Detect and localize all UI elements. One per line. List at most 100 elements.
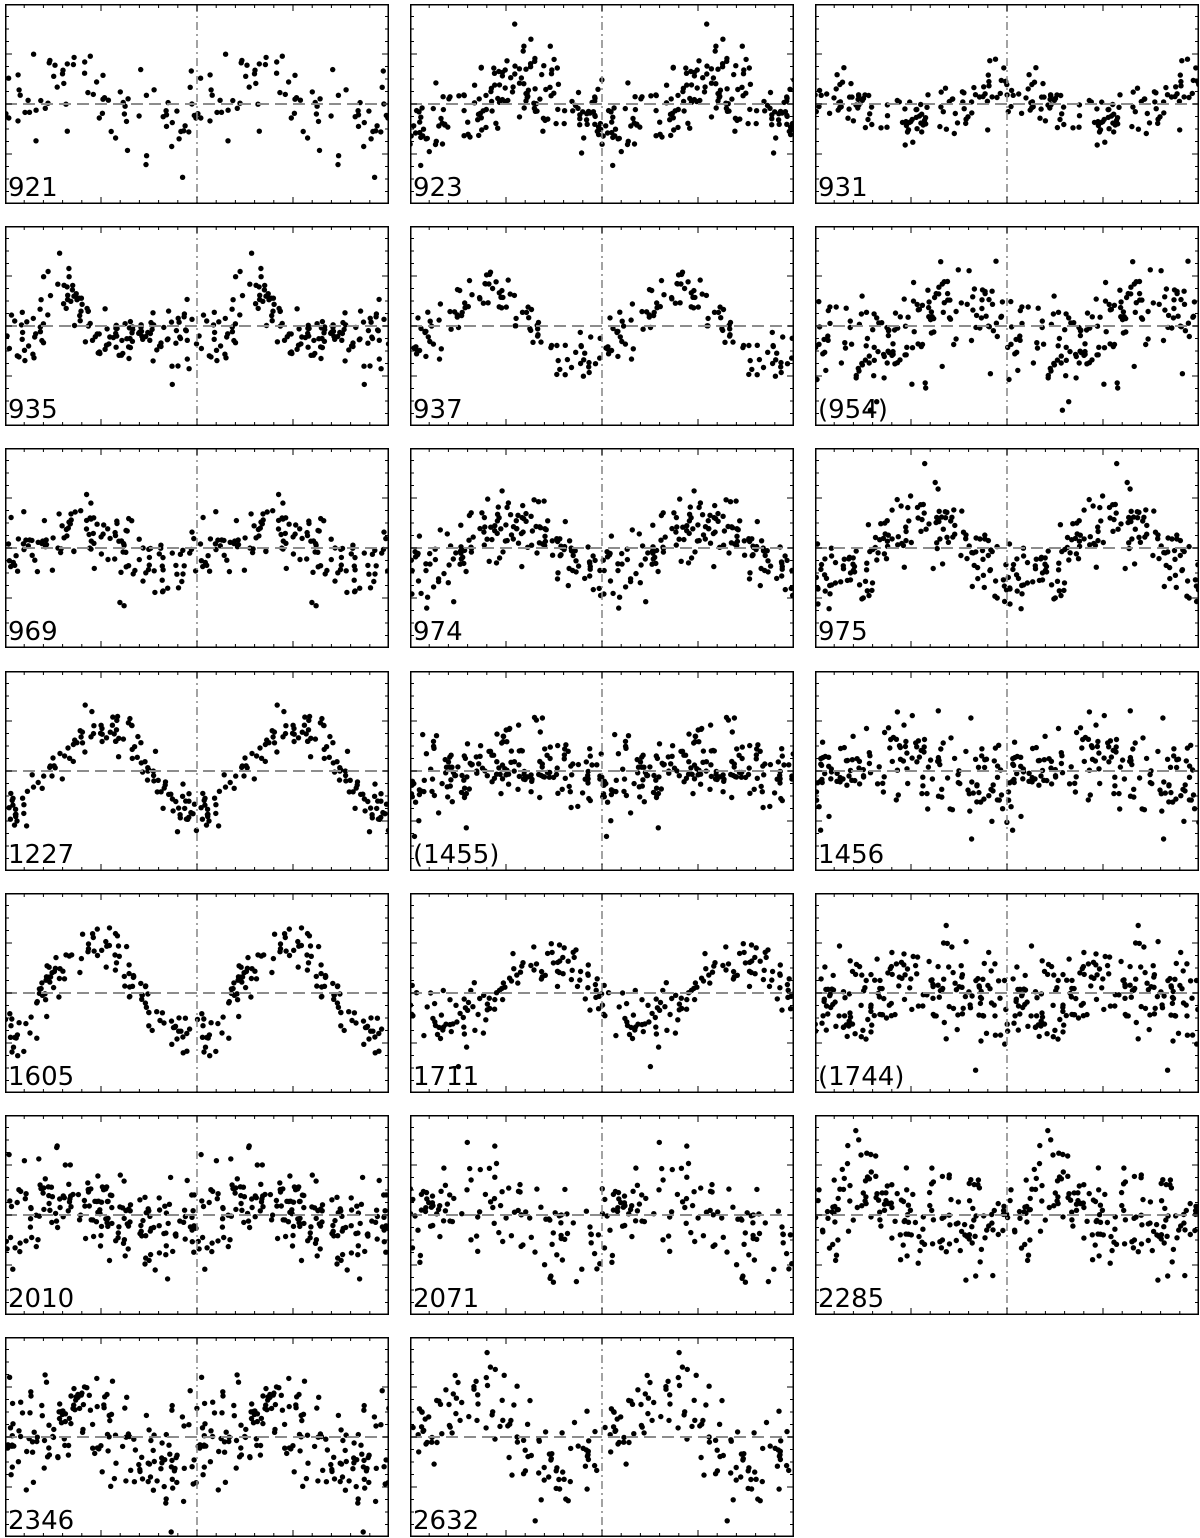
panel-frame bbox=[815, 671, 1199, 871]
data-point bbox=[838, 579, 844, 585]
data-point bbox=[86, 531, 92, 538]
data-point bbox=[175, 363, 181, 369]
data-point bbox=[1089, 1232, 1095, 1238]
data-point bbox=[968, 337, 975, 344]
data-point bbox=[905, 504, 911, 511]
data-point bbox=[864, 1174, 871, 1180]
data-point bbox=[1059, 407, 1066, 413]
data-point bbox=[707, 980, 713, 986]
data-point bbox=[342, 310, 348, 316]
data-points bbox=[5, 925, 385, 1059]
data-point bbox=[1073, 774, 1079, 780]
data-point bbox=[226, 568, 233, 575]
data-point bbox=[56, 994, 62, 1000]
data-point bbox=[630, 1012, 637, 1018]
data-point bbox=[685, 120, 691, 127]
data-point bbox=[620, 766, 626, 772]
data-point bbox=[129, 330, 135, 336]
data-point bbox=[775, 759, 781, 765]
data-point bbox=[935, 708, 941, 714]
data-point bbox=[871, 1012, 877, 1019]
data-point bbox=[1166, 799, 1172, 805]
data-point bbox=[1167, 575, 1173, 582]
data-point bbox=[319, 1202, 326, 1208]
data-point bbox=[1155, 120, 1161, 127]
data-point bbox=[493, 560, 500, 566]
data-point bbox=[373, 1207, 380, 1213]
data-point bbox=[1039, 1010, 1045, 1016]
data-point bbox=[901, 951, 907, 957]
data-point bbox=[159, 577, 165, 583]
data-point bbox=[997, 995, 1003, 1001]
data-point bbox=[351, 1010, 358, 1016]
data-point bbox=[466, 512, 473, 519]
data-point bbox=[1009, 827, 1016, 833]
data-point bbox=[1014, 770, 1020, 777]
data-point bbox=[607, 1227, 613, 1233]
data-point bbox=[824, 91, 830, 97]
data-point bbox=[230, 97, 236, 104]
data-point bbox=[1122, 565, 1128, 572]
data-point bbox=[1112, 1003, 1118, 1009]
data-point bbox=[1193, 1203, 1199, 1209]
data-point bbox=[464, 1139, 470, 1146]
data-point bbox=[655, 568, 661, 575]
data-point bbox=[658, 512, 665, 519]
data-point bbox=[51, 968, 58, 975]
data-point bbox=[1155, 748, 1161, 755]
data-point bbox=[701, 89, 708, 95]
data-point bbox=[204, 811, 211, 818]
data-point bbox=[1170, 315, 1177, 321]
data-point bbox=[1128, 508, 1134, 514]
data-point bbox=[685, 1160, 692, 1167]
data-point bbox=[322, 974, 329, 981]
data-point bbox=[519, 963, 525, 969]
data-point bbox=[846, 106, 852, 112]
data-point bbox=[1022, 1241, 1028, 1248]
data-point bbox=[466, 277, 473, 284]
data-point bbox=[417, 1252, 424, 1259]
data-point bbox=[29, 552, 35, 558]
data-point bbox=[440, 1218, 447, 1224]
data-point bbox=[863, 567, 870, 573]
data-point bbox=[528, 1234, 534, 1240]
data-point bbox=[675, 92, 681, 99]
data-point bbox=[1164, 1067, 1171, 1073]
data-point bbox=[380, 809, 386, 816]
data-point bbox=[1030, 104, 1036, 110]
data-point bbox=[897, 1257, 904, 1263]
data-point bbox=[562, 342, 568, 348]
data-point bbox=[967, 1005, 974, 1011]
data-point bbox=[47, 57, 53, 64]
data-point bbox=[34, 568, 41, 575]
data-point bbox=[499, 740, 505, 746]
data-point bbox=[847, 577, 854, 583]
panel-921: 921 bbox=[5, 4, 389, 204]
data-point bbox=[206, 818, 212, 824]
data-point bbox=[1106, 971, 1112, 977]
data-point bbox=[1131, 363, 1137, 370]
data-point bbox=[229, 1182, 235, 1188]
data-point bbox=[732, 115, 739, 122]
data-point bbox=[915, 1003, 922, 1009]
data-point bbox=[15, 118, 21, 124]
data-point bbox=[828, 553, 835, 559]
data-point bbox=[949, 807, 956, 813]
data-point bbox=[270, 295, 277, 301]
panel-label: 1227 bbox=[8, 840, 74, 870]
data-point bbox=[156, 1250, 163, 1256]
data-point bbox=[47, 1207, 53, 1213]
data-point bbox=[608, 347, 615, 354]
data-point bbox=[248, 511, 254, 517]
data-point bbox=[126, 994, 133, 1000]
data-point bbox=[1143, 755, 1150, 762]
data-point bbox=[214, 1196, 220, 1202]
data-point bbox=[1060, 1214, 1066, 1220]
data-point bbox=[1061, 1022, 1067, 1028]
data-point bbox=[8, 514, 14, 521]
data-point bbox=[277, 89, 283, 96]
data-point bbox=[1097, 780, 1103, 787]
data-point bbox=[1035, 305, 1041, 311]
data-point bbox=[213, 1048, 219, 1055]
data-point bbox=[1018, 754, 1024, 760]
